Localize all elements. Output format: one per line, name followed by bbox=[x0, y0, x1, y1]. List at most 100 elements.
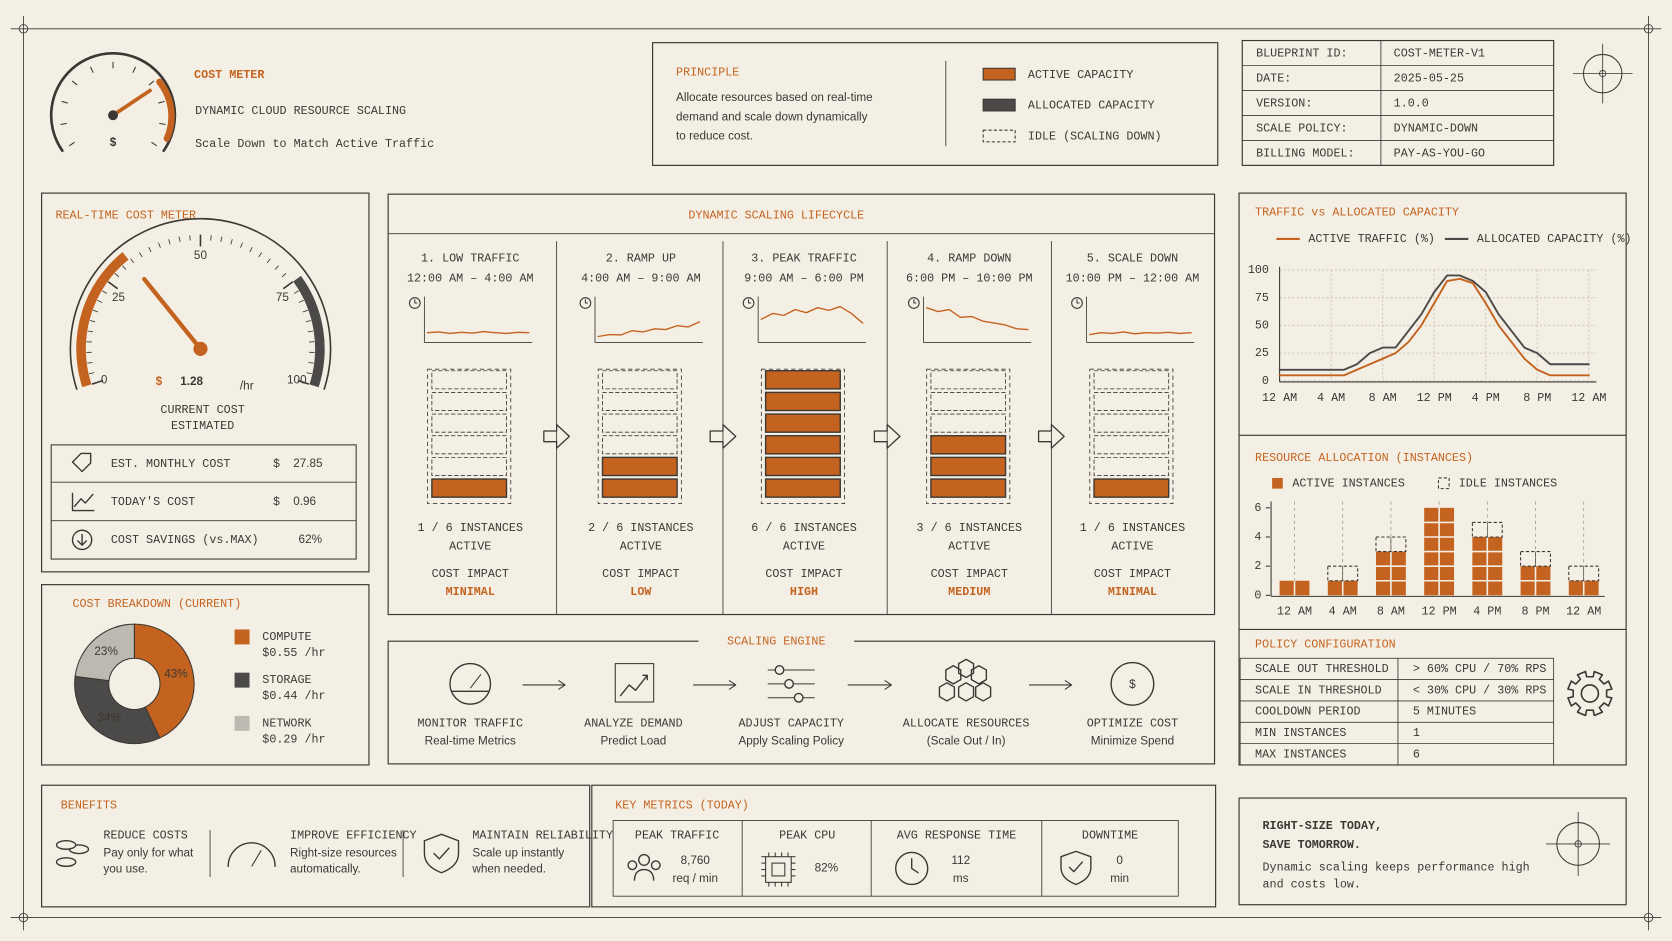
step-sub: Apply Scaling Policy bbox=[738, 735, 844, 748]
footer-headline: RIGHT-SIZE TODAY, bbox=[1263, 819, 1383, 833]
benefit-text: Pay only for what bbox=[103, 847, 194, 860]
logo-tick bbox=[132, 66, 137, 73]
policy-value: 5 MINUTES bbox=[1413, 705, 1476, 719]
tagline: Scale Down to Match Active Traffic bbox=[195, 137, 434, 151]
savings-icon bbox=[71, 529, 93, 551]
table-value: PAY-AS-YOU-GO bbox=[1394, 146, 1485, 160]
panel-title: TRAFFIC vs ALLOCATED CAPACITY bbox=[1255, 205, 1459, 219]
policy-label: SCALE IN THRESHOLD bbox=[1255, 683, 1382, 697]
footer-headline: SAVE TOMORROW. bbox=[1263, 838, 1361, 852]
table-label: DATE: bbox=[1256, 71, 1291, 85]
principle-text: demand and scale down dynamically bbox=[676, 110, 868, 123]
benefit-text: Scale up instantly bbox=[472, 847, 564, 860]
x-tick-label: 4 PM bbox=[1473, 604, 1501, 618]
legend-label: IDLE INSTANCES bbox=[1459, 476, 1557, 490]
frame-corner bbox=[1643, 24, 1654, 34]
logo-gauge bbox=[49, 52, 177, 153]
sparkline bbox=[597, 321, 701, 338]
cube-icon bbox=[938, 682, 956, 702]
dollar-symbol: $ bbox=[1129, 678, 1136, 691]
logo-tick bbox=[159, 122, 166, 126]
gauge-minor-tick bbox=[249, 246, 253, 253]
gauge-high-zone bbox=[293, 275, 325, 388]
sparkline bbox=[760, 305, 864, 324]
dollar-icon bbox=[1110, 661, 1155, 706]
policy-value: 6 bbox=[1413, 747, 1420, 761]
x-tick-label: 4 PM bbox=[1472, 391, 1500, 405]
title-backdrop bbox=[698, 629, 855, 651]
y-tick-label: 2 bbox=[1254, 559, 1261, 573]
x-tick-label: 8 AM bbox=[1377, 604, 1405, 618]
stage-time: 10:00 PM – 12:00 AM bbox=[1066, 272, 1200, 286]
gauge-tick-label: 100 bbox=[287, 373, 307, 386]
gauge-value-band bbox=[76, 252, 129, 388]
x-tick-label: 4 AM bbox=[1317, 391, 1345, 405]
instance-stack bbox=[926, 368, 1011, 505]
gauge-minor-tick bbox=[97, 299, 103, 303]
metric-unit: min bbox=[1110, 872, 1129, 885]
stage-instances: 6 / 6 INSTANCES bbox=[751, 521, 856, 535]
gauge-tick-label: 25 bbox=[112, 291, 126, 304]
metric-value: 8,760 bbox=[681, 854, 711, 867]
gauge-minor-tick bbox=[168, 239, 171, 245]
panel bbox=[41, 192, 370, 573]
step-name: MONITOR TRAFFIC bbox=[418, 716, 523, 730]
policy-value: < 30% CPU / 30% RPS bbox=[1413, 683, 1547, 697]
logo-needle bbox=[111, 88, 153, 117]
instance-stack bbox=[760, 368, 845, 505]
policy-value: 1 bbox=[1413, 726, 1420, 740]
flow-arrow-head bbox=[558, 680, 566, 690]
instance-active bbox=[764, 370, 841, 390]
legend-swatch bbox=[234, 672, 250, 688]
stage-impact: MEDIUM bbox=[948, 585, 990, 599]
cube-icon bbox=[957, 682, 975, 702]
pie-slice bbox=[133, 623, 195, 739]
legend-swatch bbox=[982, 98, 1016, 112]
step-sub: (Scale Out / In) bbox=[927, 735, 1006, 748]
stage-name: 4. RAMP DOWN bbox=[927, 251, 1011, 265]
panel-title: COST BREAKDOWN (CURRENT) bbox=[73, 597, 242, 611]
stage-arrow bbox=[709, 423, 737, 449]
benefit-title: IMPROVE EFFICIENCY bbox=[290, 828, 417, 842]
gauge-minor-tick bbox=[240, 242, 243, 248]
logo-tick bbox=[69, 141, 75, 147]
gauge-hub bbox=[193, 341, 208, 356]
instance-idle bbox=[1093, 435, 1170, 455]
metric-unit: ms bbox=[953, 872, 969, 885]
logo-tick bbox=[158, 100, 165, 104]
title: COST METER bbox=[194, 68, 265, 82]
gauge-tick bbox=[107, 281, 119, 290]
frame-corner bbox=[18, 24, 29, 34]
row-label: COST SAVINGS (vs.MAX) bbox=[111, 533, 259, 547]
legend-swatch bbox=[982, 67, 1016, 81]
row-value: 27.85 bbox=[293, 457, 323, 470]
panel bbox=[1241, 39, 1555, 166]
principle-text: Allocate resources based on real-time bbox=[676, 91, 873, 104]
frame-corner bbox=[1643, 912, 1654, 923]
legend-label: ACTIVE INSTANCES bbox=[1292, 476, 1405, 490]
cube-icon bbox=[945, 665, 962, 685]
stage-name: 1. LOW TRAFFIC bbox=[421, 251, 519, 265]
panel bbox=[41, 784, 591, 908]
instance-idle bbox=[431, 435, 507, 455]
footer-text: Dynamic scaling keeps performance high bbox=[1263, 860, 1530, 874]
coins-icon bbox=[55, 840, 77, 850]
flow-arrow-head bbox=[728, 680, 737, 690]
gauge-minor-tick bbox=[189, 235, 191, 241]
policy-label: MIN INSTANCES bbox=[1255, 726, 1346, 740]
gauge-minor-tick bbox=[87, 330, 94, 333]
gear-icon bbox=[1567, 670, 1613, 717]
crosshair bbox=[1574, 840, 1582, 848]
x-tick-label: 8 AM bbox=[1369, 391, 1397, 405]
stage-time: 6:00 PM – 10:00 PM bbox=[906, 272, 1033, 286]
step-name: ADJUST CAPACITY bbox=[738, 716, 843, 730]
panel bbox=[1238, 797, 1627, 906]
speed-icon bbox=[251, 850, 262, 867]
gauge-minor-tick bbox=[178, 236, 181, 243]
logo-hub bbox=[108, 110, 118, 121]
gauge-minor-tick bbox=[308, 362, 314, 364]
step-sub: Predict Load bbox=[601, 735, 667, 748]
instance-idle bbox=[602, 435, 678, 455]
clock-icon bbox=[742, 297, 755, 309]
